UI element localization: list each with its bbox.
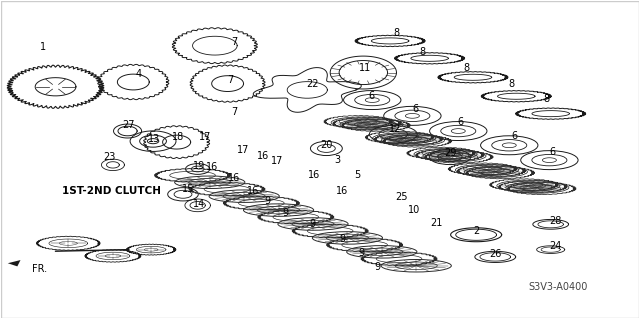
Text: 24: 24: [550, 241, 562, 251]
Text: 16: 16: [247, 186, 259, 196]
Text: 16: 16: [257, 151, 269, 161]
Text: 16: 16: [307, 170, 320, 180]
Text: 16: 16: [228, 174, 240, 183]
Text: 9: 9: [339, 234, 346, 243]
Text: 18: 18: [172, 132, 185, 142]
Text: 8: 8: [463, 63, 470, 73]
Text: 26: 26: [489, 249, 501, 259]
Text: FR.: FR.: [32, 263, 47, 274]
Text: 27: 27: [123, 120, 135, 130]
Text: 15: 15: [182, 184, 195, 194]
Text: 4: 4: [135, 69, 141, 79]
Text: 9: 9: [309, 219, 316, 229]
Text: 23: 23: [104, 152, 116, 162]
Text: 6: 6: [550, 147, 556, 157]
Text: 9: 9: [282, 208, 288, 218]
Text: 17: 17: [199, 132, 211, 142]
Text: 6: 6: [511, 131, 517, 141]
Text: 7: 7: [228, 76, 234, 85]
Polygon shape: [8, 260, 20, 266]
Text: 16: 16: [336, 186, 348, 196]
Text: 8: 8: [543, 94, 549, 104]
Text: 11: 11: [358, 63, 371, 73]
Text: 5: 5: [354, 170, 360, 180]
Text: 20: 20: [320, 140, 333, 150]
Text: 8: 8: [508, 78, 514, 89]
Text: 3: 3: [334, 154, 340, 165]
Text: 16: 16: [205, 162, 218, 172]
Text: 21: 21: [430, 218, 442, 228]
Text: 7: 7: [231, 38, 237, 48]
Text: 13: 13: [148, 134, 161, 144]
Text: 7: 7: [231, 107, 237, 117]
Text: 1: 1: [40, 42, 46, 52]
Text: 10: 10: [408, 205, 420, 215]
Text: 6: 6: [368, 91, 374, 101]
Text: 19: 19: [193, 161, 205, 171]
Text: S3V3-A0400: S3V3-A0400: [528, 282, 588, 292]
Text: 8: 8: [394, 28, 399, 38]
Text: 22: 22: [306, 78, 319, 89]
Text: 1ST-2ND CLUTCH: 1ST-2ND CLUTCH: [62, 186, 161, 196]
Text: 28: 28: [550, 216, 562, 226]
Text: 6: 6: [413, 104, 419, 114]
Text: 14: 14: [193, 199, 205, 209]
Text: 9: 9: [374, 262, 380, 272]
Text: 12: 12: [389, 124, 401, 135]
Text: 2: 2: [473, 226, 479, 236]
Text: 8: 8: [419, 47, 425, 57]
Text: 9: 9: [265, 196, 271, 206]
Text: 17: 17: [271, 156, 283, 166]
Text: 29: 29: [444, 148, 457, 158]
Text: 25: 25: [396, 192, 408, 203]
Text: 6: 6: [457, 116, 463, 127]
Text: 9: 9: [358, 248, 365, 258]
Text: 17: 17: [237, 145, 250, 155]
